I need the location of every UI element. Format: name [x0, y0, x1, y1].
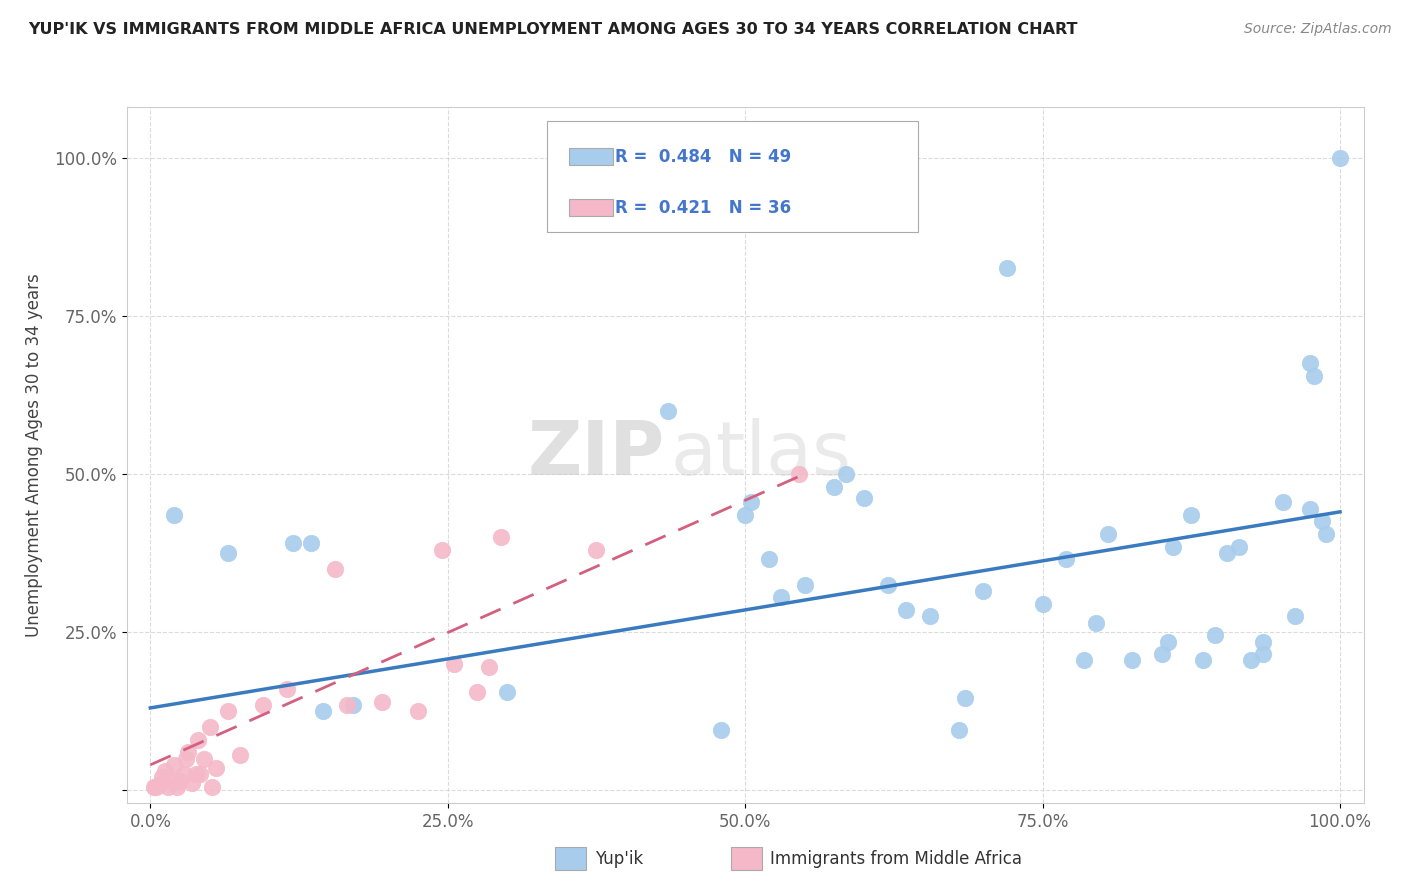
Point: [443, 657, 465, 671]
Point: [188, 767, 211, 781]
Point: [149, 777, 172, 791]
Point: [1284, 609, 1306, 624]
Point: [201, 780, 224, 794]
Point: [163, 757, 186, 772]
Point: [157, 780, 180, 794]
Point: [948, 723, 970, 737]
Point: [1315, 527, 1337, 541]
Text: Yup'ik: Yup'ik: [595, 850, 643, 868]
Point: [1204, 628, 1226, 642]
Point: [193, 751, 215, 765]
Point: [877, 577, 900, 591]
Point: [894, 603, 917, 617]
Text: R =  0.484   N = 49: R = 0.484 N = 49: [616, 147, 792, 166]
Point: [1163, 540, 1185, 554]
Point: [198, 720, 221, 734]
Point: [150, 771, 173, 785]
Bar: [569, 199, 613, 217]
Point: [1329, 151, 1351, 165]
Point: [1251, 634, 1274, 648]
Point: [184, 767, 207, 781]
Point: [995, 261, 1018, 276]
Point: [1299, 501, 1322, 516]
Text: R =  0.421   N = 36: R = 0.421 N = 36: [616, 199, 792, 217]
Point: [1180, 508, 1202, 522]
Point: [430, 542, 453, 557]
Point: [1054, 552, 1077, 566]
Point: [163, 508, 186, 522]
Point: [166, 780, 188, 794]
Point: [740, 495, 762, 509]
Point: [657, 403, 679, 417]
Point: [217, 546, 239, 560]
Point: [853, 491, 876, 505]
Point: [496, 685, 519, 699]
Point: [1192, 653, 1215, 667]
Point: [281, 536, 304, 550]
Text: ZIP: ZIP: [527, 418, 665, 491]
Point: [1299, 356, 1322, 370]
Point: [758, 552, 780, 566]
Point: [187, 732, 209, 747]
FancyBboxPatch shape: [547, 121, 918, 232]
Point: [1310, 514, 1333, 528]
Point: [142, 780, 165, 794]
Point: [153, 764, 176, 779]
Point: [228, 748, 250, 763]
Point: [406, 704, 429, 718]
Point: [169, 773, 191, 788]
Point: [1085, 615, 1108, 630]
Text: Source: ZipAtlas.com: Source: ZipAtlas.com: [1244, 22, 1392, 37]
Point: [1240, 653, 1263, 667]
Bar: [569, 148, 613, 165]
Point: [276, 681, 298, 696]
Point: [787, 467, 810, 481]
Point: [918, 609, 941, 624]
Point: [174, 751, 197, 765]
Point: [299, 536, 322, 550]
Point: [1150, 647, 1173, 661]
Point: [972, 583, 994, 598]
Point: [371, 695, 394, 709]
Text: Immigrants from Middle Africa: Immigrants from Middle Africa: [770, 850, 1022, 868]
Point: [1227, 540, 1250, 554]
Point: [491, 530, 513, 544]
Point: [336, 698, 359, 712]
Point: [1216, 546, 1239, 560]
Point: [585, 542, 607, 557]
Point: [181, 775, 204, 789]
Point: [1121, 653, 1143, 667]
Text: atlas: atlas: [671, 418, 852, 491]
Point: [710, 723, 733, 737]
Point: [793, 577, 815, 591]
Point: [177, 745, 200, 759]
Point: [1302, 368, 1324, 383]
Point: [955, 691, 977, 706]
Point: [823, 479, 845, 493]
Y-axis label: Unemployment Among Ages 30 to 34 years: Unemployment Among Ages 30 to 34 years: [25, 273, 42, 637]
Point: [204, 761, 226, 775]
Point: [1251, 647, 1274, 661]
Point: [1073, 653, 1095, 667]
Point: [769, 591, 792, 605]
Point: [1032, 597, 1054, 611]
Point: [252, 698, 274, 712]
Point: [1156, 634, 1178, 648]
Point: [312, 704, 335, 718]
Text: YUP'IK VS IMMIGRANTS FROM MIDDLE AFRICA UNEMPLOYMENT AMONG AGES 30 TO 34 YEARS C: YUP'IK VS IMMIGRANTS FROM MIDDLE AFRICA …: [28, 22, 1077, 37]
Point: [217, 704, 239, 718]
Point: [342, 698, 364, 712]
Point: [173, 767, 195, 781]
Point: [835, 467, 858, 481]
Point: [478, 660, 501, 674]
Point: [467, 685, 489, 699]
Point: [734, 508, 756, 522]
Point: [1271, 495, 1294, 509]
Point: [145, 780, 167, 794]
Point: [160, 773, 183, 788]
Point: [323, 562, 346, 576]
Point: [1097, 527, 1119, 541]
